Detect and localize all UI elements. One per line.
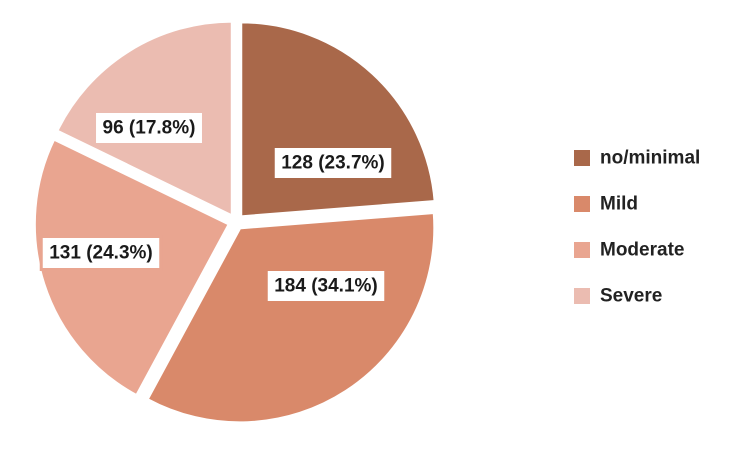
legend-label: Mild: [600, 194, 638, 215]
legend-label: Moderate: [600, 240, 684, 261]
legend-swatch: [574, 288, 590, 304]
slice-label-text: 184 (34.1%): [274, 276, 378, 297]
legend-label: no/minimal: [600, 148, 700, 169]
slice-labels: 128 (23.7%) 184 (34.1%) 131 (24.3%) 96 (17.…: [39, 110, 395, 304]
slice-label-text: 131 (24.3%): [49, 243, 153, 264]
slice-label-box: [39, 235, 163, 271]
slice-label-box: [271, 145, 395, 181]
slice-label-box: [264, 268, 388, 304]
pie-slice-no-minimal: [239, 20, 437, 219]
pie-slices: [32, 19, 437, 425]
slice-data-label: 96 (17.8%): [93, 110, 205, 146]
slice-label-box: [93, 110, 205, 146]
slice-label-text: 96 (17.8%): [103, 118, 196, 139]
slice-data-label: 131 (24.3%): [39, 235, 163, 271]
slice-data-label: 128 (23.7%): [271, 145, 395, 181]
slice-label-text: 128 (23.7%): [281, 153, 385, 174]
legend: no/minimal Mild Moderate Severe: [574, 148, 700, 307]
slice-data-label: 184 (34.1%): [264, 268, 388, 304]
legend-swatch: [574, 242, 590, 258]
legend-swatch: [574, 196, 590, 212]
legend-swatch: [574, 150, 590, 166]
pie-slice-mild: [145, 210, 437, 425]
legend-label: Severe: [600, 286, 662, 307]
